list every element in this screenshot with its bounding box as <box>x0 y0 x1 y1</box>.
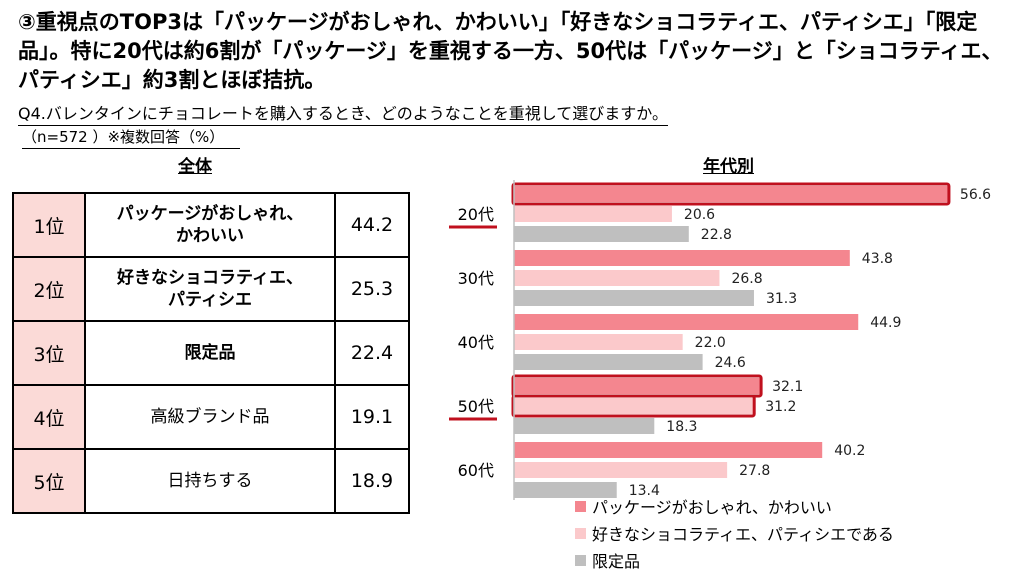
legend-item: パッケージがおしゃれ、かわいい <box>575 494 832 518</box>
data-label: 44.9 <box>870 315 901 331</box>
ranking-row: 1位 パッケージがおしゃれ、 かわいい 44.2 <box>12 192 410 258</box>
legend-label: 限定品 <box>592 552 641 571</box>
legend-swatch-icon <box>575 554 586 566</box>
ranking-row: 3位 限定品 22.4 <box>12 320 410 386</box>
rank-value: 19.1 <box>334 384 410 450</box>
bar <box>514 290 754 306</box>
data-label: 20.6 <box>684 207 715 223</box>
data-label: 27.8 <box>739 463 770 479</box>
bar-highlight-outline <box>511 182 951 206</box>
bar <box>514 378 761 394</box>
legend-swatch-icon <box>575 500 586 512</box>
bar-highlight-outline <box>511 394 756 418</box>
data-label: 32.1 <box>772 379 803 395</box>
data-label: 24.6 <box>715 355 746 371</box>
category-label: 20代 <box>458 205 494 224</box>
rank-value: 44.2 <box>334 192 410 258</box>
rank-item: パッケージがおしゃれ、 かわいい <box>84 192 336 258</box>
data-label: 31.3 <box>766 291 797 307</box>
data-label: 56.6 <box>960 187 991 203</box>
rank-item: 高級ブランド品 <box>84 384 336 450</box>
bar <box>514 482 617 498</box>
category-label: 30代 <box>458 269 494 288</box>
bar <box>514 270 720 286</box>
rank-item: 限定品 <box>84 320 336 386</box>
question-text: Q4.バレンタインにチョコレートを購入するとき、どのようなことを重視して選びます… <box>18 100 668 126</box>
rank-value: 18.9 <box>334 448 410 514</box>
data-label: 18.3 <box>666 419 697 435</box>
data-label: 26.8 <box>731 271 762 287</box>
bar <box>514 354 703 370</box>
bar <box>514 186 948 202</box>
rank-item: 好きなショコラティエ、 パティシエ <box>84 256 336 322</box>
bar <box>514 334 683 350</box>
legend-item: 好きなショコラティエ、パティシエである <box>575 521 894 545</box>
age-bar-chart: 20代 56.6 20.6 22.8 30代 43.8 26.831.3 40代 44.9 22.… <box>449 180 991 500</box>
ranking-table: 1位 パッケージがおしゃれ、 かわいい 44.2 2位 好きなショコラティエ、 パテ… <box>12 192 410 514</box>
rank-label: 3位 <box>12 320 86 386</box>
rank-item: 日持ちする <box>84 448 336 514</box>
bar <box>514 250 850 266</box>
headline: ③重視点のTOP3は「パッケージがおしゃれ、かわいい」「好きなショコラティエ、パ… <box>18 10 1003 92</box>
category-label: 50代 <box>458 397 494 416</box>
rank-label: 5位 <box>12 448 86 514</box>
data-label: 22.8 <box>701 227 732 243</box>
bar <box>514 462 728 478</box>
rank-value: 22.4 <box>334 320 410 386</box>
bar <box>514 206 672 222</box>
ranking-row: 2位 好きなショコラティエ、 パティシエ 25.3 <box>12 256 410 322</box>
bar <box>514 442 823 458</box>
bar <box>514 226 689 242</box>
data-label: 22.0 <box>695 335 726 351</box>
data-label: 13.4 <box>629 483 660 499</box>
ranking-row: 4位 高級ブランド品 19.1 <box>12 384 410 450</box>
legend-label: パッケージがおしゃれ、かわいい <box>592 498 832 517</box>
legend-label: 好きなショコラティエ、パティシエである <box>592 525 894 544</box>
rank-value: 25.3 <box>334 256 410 322</box>
bar <box>514 418 655 434</box>
rank-label: 2位 <box>12 256 86 322</box>
legend-swatch-icon <box>575 527 586 539</box>
by-age-title: 年代別 <box>703 157 754 177</box>
category-label: 60代 <box>458 461 494 480</box>
bar <box>514 398 754 414</box>
data-label: 43.8 <box>862 251 893 267</box>
data-label: 31.2 <box>765 399 796 415</box>
sample-note: （n=572 ）※複数回答（%） <box>22 126 241 149</box>
rank-label: 1位 <box>12 192 86 258</box>
bar <box>514 314 859 330</box>
rank-label: 4位 <box>12 384 86 450</box>
data-label: 40.2 <box>834 443 865 459</box>
ranking-row: 5位 日持ちする 18.9 <box>12 448 410 514</box>
category-label: 40代 <box>458 333 494 352</box>
legend-item: 限定品 <box>575 548 640 572</box>
overall-title: 全体 <box>178 157 212 177</box>
